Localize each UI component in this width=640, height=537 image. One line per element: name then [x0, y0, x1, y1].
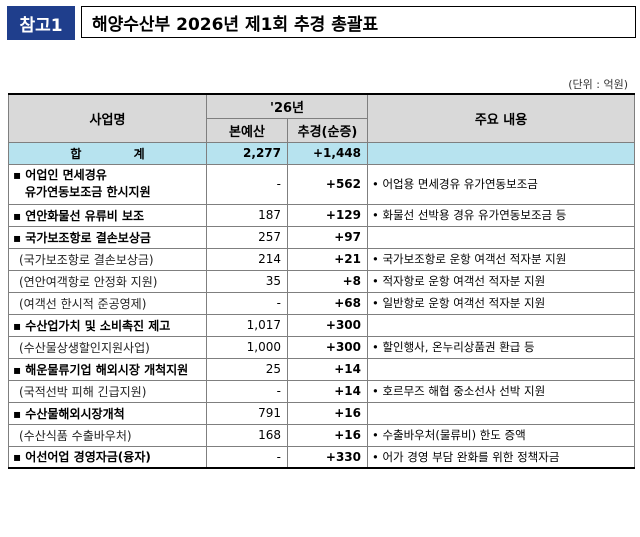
row-business-name: ▪ 연안화물선 유류비 보조: [8, 203, 207, 227]
row-supplement: +8: [287, 269, 368, 293]
row-business-name: (여객선 한시적 준공영제): [8, 291, 207, 315]
row-supplement: +97: [287, 225, 368, 249]
row-business-name: (국가보조항로 결손보상금): [8, 247, 207, 271]
row-original: 187: [206, 203, 288, 227]
header-original: 본예산: [206, 117, 288, 143]
row-business-name: ▪ 해운물류기업 해외시장 개척지원: [8, 357, 207, 381]
budget-summary-table: 사업명 '26년 주요 내용 본예산 추경(순증) 합 계 2,277 +1,4…: [8, 93, 635, 469]
header-content: 주요 내용: [367, 93, 635, 143]
row-supplement: +68: [287, 291, 368, 315]
row-content: [367, 313, 635, 337]
table-row: ▪ 어선어업 경영자금(융자) - +330 • 어가 경영 부담 완화를 위한 정책…: [8, 445, 635, 469]
row-business-name: ▪ 어선어업 경영자금(융자): [8, 445, 207, 469]
row-supplement: +14: [287, 357, 368, 381]
row-business-name: (국적선박 피해 긴급지원): [8, 379, 207, 403]
row-business-name: ▪ 수산물해외시장개척: [8, 401, 207, 425]
table-row: ▪ 해운물류기업 해외시장 개척지원 25 +14: [8, 357, 635, 381]
row-original: 1,000: [206, 335, 288, 359]
row-business-name: ▪ 수산업가치 및 소비촉진 제고: [8, 313, 207, 337]
row-content: • 어업용 면세경유 유가연동보조금: [367, 163, 635, 205]
row-business-name: ▪ 국가보조항로 결손보상금: [8, 225, 207, 249]
row-supplement: +330: [287, 445, 368, 469]
row-original: -: [206, 445, 288, 469]
row-content: • 국가보조항로 운항 여객선 적자분 지원: [367, 247, 635, 271]
row-supplement: +14: [287, 379, 368, 403]
reference-label: 참고1: [7, 6, 75, 40]
row-supplement: +16: [287, 423, 368, 447]
total-supplement: +1,448: [287, 141, 368, 165]
row-business-name: (수산식품 수출바우처): [8, 423, 207, 447]
row-supplement: +16: [287, 401, 368, 425]
row-business-name: (연안여객항로 안정화 지원): [8, 269, 207, 293]
row-supplement: +562: [287, 163, 368, 205]
row-business-name-line1: ▪ 어업인 면세경유: [13, 168, 107, 182]
unit-note: (단위 : 억원): [568, 78, 628, 91]
row-content: [367, 401, 635, 425]
total-content: [367, 141, 635, 165]
row-original: 257: [206, 225, 288, 249]
total-row: 합 계 2,277 +1,448: [8, 141, 635, 165]
row-business-name-line2: 유가연동보조금 한시지원: [25, 185, 151, 199]
row-content: • 호르무즈 해협 중소선사 선박 지원: [367, 379, 635, 403]
row-content: • 수출바우처(물류비) 한도 증액: [367, 423, 635, 447]
row-content: [367, 357, 635, 381]
row-original: 1,017: [206, 313, 288, 337]
header-year: '26년: [206, 93, 368, 119]
document-title: 해양수산부 2026년 제1회 추경 총괄표: [81, 6, 636, 38]
row-content: • 적자항로 운항 여객선 적자분 지원: [367, 269, 635, 293]
row-content: • 일반항로 운항 여객선 적자분 지원: [367, 291, 635, 315]
row-original: 35: [206, 269, 288, 293]
row-business-name: (수산물상생할인지원사업): [8, 335, 207, 359]
table-row: (수산식품 수출바우처) 168 +16 • 수출바우처(물류비) 한도 증액: [8, 423, 635, 447]
table-row: ▪ 연안화물선 유류비 보조 187 +129 • 화물선 선박용 경유 유가연동보조…: [8, 203, 635, 227]
row-content: • 어가 경영 부담 완화를 위한 정책자금: [367, 445, 635, 469]
row-original: -: [206, 291, 288, 315]
row-original: 214: [206, 247, 288, 271]
table-row: (국적선박 피해 긴급지원) - +14 • 호르무즈 해협 중소선사 선박 지원: [8, 379, 635, 403]
row-content: • 화물선 선박용 경유 유가연동보조금 등: [367, 203, 635, 227]
table-row: ▪ 수산물해외시장개척 791 +16: [8, 401, 635, 425]
header-business: 사업명: [8, 93, 207, 143]
row-supplement: +21: [287, 247, 368, 271]
row-supplement: +129: [287, 203, 368, 227]
table-row: ▪ 국가보조항로 결손보상금 257 +97: [8, 225, 635, 249]
total-original: 2,277: [206, 141, 288, 165]
row-original: 25: [206, 357, 288, 381]
row-original: -: [206, 379, 288, 403]
row-original: -: [206, 163, 288, 205]
table-row: (국가보조항로 결손보상금) 214 +21 • 국가보조항로 운항 여객선 적자분 …: [8, 247, 635, 271]
row-original: 168: [206, 423, 288, 447]
table-row: ▪ 어업인 면세경유 유가연동보조금 한시지원 - +562 • 어업용 면세경유 유가…: [8, 163, 635, 205]
row-supplement: +300: [287, 313, 368, 337]
row-original: 791: [206, 401, 288, 425]
table-row: (여객선 한시적 준공영제) - +68 • 일반항로 운항 여객선 적자분 지원: [8, 291, 635, 315]
row-content: [367, 225, 635, 249]
table-row: ▪ 수산업가치 및 소비촉진 제고 1,017 +300: [8, 313, 635, 337]
total-label: 합 계: [8, 141, 207, 165]
row-supplement: +300: [287, 335, 368, 359]
table-row: (연안여객항로 안정화 지원) 35 +8 • 적자항로 운항 여객선 적자분 지원: [8, 269, 635, 293]
header-supplement: 추경(순증): [287, 117, 368, 143]
table-row: (수산물상생할인지원사업) 1,000 +300 • 할인행사, 온누리상품권 환급 …: [8, 335, 635, 359]
row-content: • 할인행사, 온누리상품권 환급 등: [367, 335, 635, 359]
